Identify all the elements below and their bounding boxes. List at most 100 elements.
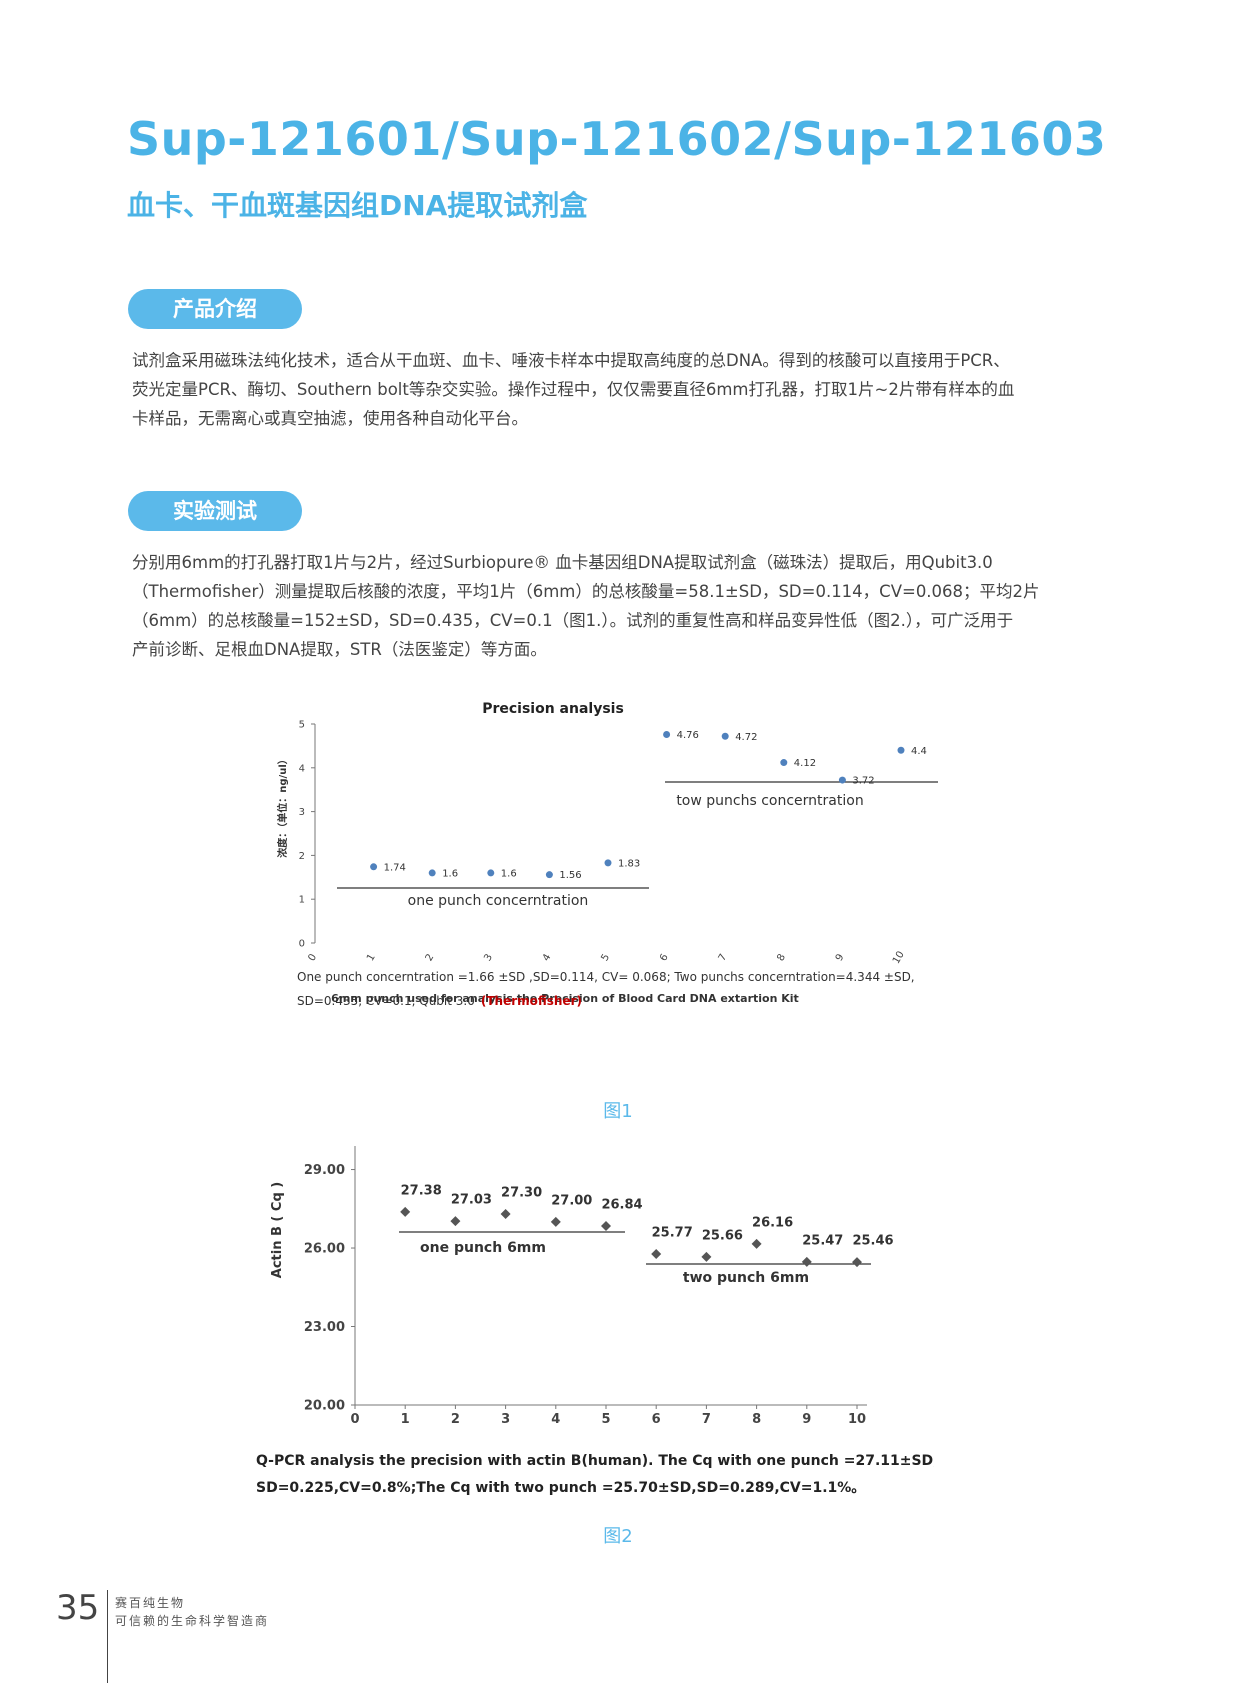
y-tick-label: 23.00 xyxy=(304,1320,345,1335)
data-label: 1.6 xyxy=(442,868,458,879)
x-tick-label: 8 xyxy=(775,952,788,963)
x-tick-label: 8 xyxy=(752,1412,761,1427)
chart: Precision analysis 浓度：（单位：ng/ul） 6mm punch… xyxy=(276,701,938,1008)
x-tick-label: 1 xyxy=(401,1412,410,1427)
data-point xyxy=(721,732,729,740)
text-line: 荧光定量PCR、酶切、Southern bolt等杂交实验。操作过程中，仅仅需要… xyxy=(132,380,1015,399)
data-label: 27.38 xyxy=(401,1183,442,1198)
chart-title: Precision analysis xyxy=(482,701,624,717)
x-tick-label: 10 xyxy=(891,949,907,966)
x-tick-label: 0 xyxy=(350,1412,359,1427)
data-point xyxy=(545,871,553,879)
data-label: 3.72 xyxy=(852,776,874,787)
x-tick-label: 2 xyxy=(424,952,437,963)
y-tick-label: 2 xyxy=(299,851,305,862)
data-label: 27.00 xyxy=(551,1193,592,1208)
data-point xyxy=(701,1251,712,1262)
x-axis-label: 6mm punch used for analysis the Precisio… xyxy=(331,992,799,1005)
note-highlight: (Thermofisher) xyxy=(481,994,582,1008)
x-tick-label: 7 xyxy=(702,1412,711,1427)
data-label: 1.6 xyxy=(501,868,517,879)
x-tick-label: 5 xyxy=(601,1412,610,1427)
text-line: （6mm）的总核酸量=152±SD，SD=0.435，CV=0.1（图1.）。试… xyxy=(132,611,1014,630)
text-line: 产前诊断、足根血DNA提取，STR（法医鉴定）等方面。 xyxy=(132,640,547,659)
data-point xyxy=(400,1206,411,1217)
annotation: one punch 6mm xyxy=(420,1240,546,1256)
section-heading: 产品介绍 xyxy=(128,289,302,329)
paragraph: 试剂盒采用磁珠法纯化技术，适合从干血斑、血卡、唾液卡样本中提取高纯度的总DNA。… xyxy=(132,346,1122,433)
note-text: SD=0.435, CV=0.1, Qubit 3.0 xyxy=(297,994,475,1008)
y-axis-label: 浓度：（单位：ng/ul） xyxy=(276,754,289,857)
data-label: 27.03 xyxy=(451,1193,492,1208)
data-point xyxy=(487,869,495,877)
data-label: 4.12 xyxy=(794,758,816,769)
chart: Actin B ( Cq ) 20.00 23.00 26.00 29.00 0 1 2 3 4 5… xyxy=(256,1146,934,1496)
data-label: 25.66 xyxy=(702,1228,743,1243)
data-label: 1.83 xyxy=(618,858,640,869)
data-point xyxy=(601,1221,611,1232)
y-tick-label: 4 xyxy=(299,763,305,774)
data-label: 25.46 xyxy=(852,1234,893,1249)
data-point xyxy=(780,759,788,767)
y-tick-label: 20.00 xyxy=(304,1399,345,1414)
data-point xyxy=(500,1209,511,1220)
data-label: 27.30 xyxy=(501,1186,542,1201)
section-heading: 实验测试 xyxy=(128,491,302,531)
data-label: 1.74 xyxy=(384,862,406,873)
data-label: 26.16 xyxy=(752,1215,793,1230)
footer-divider xyxy=(107,1590,108,1683)
data-point xyxy=(450,1216,461,1227)
text-line: 试剂盒采用磁珠法纯化技术，适合从干血斑、血卡、唾液卡样本中提取高纯度的总DNA。… xyxy=(132,351,1010,370)
y-tick-label: 26.00 xyxy=(304,1242,345,1257)
y-tick-label: 1 xyxy=(299,895,305,906)
data-point xyxy=(897,746,905,754)
chart-note: SD=0.435, CV=0.1, Qubit 3.0 (Thermofisher… xyxy=(297,994,582,1008)
x-tick-label: 10 xyxy=(848,1412,866,1427)
x-tick-label: 2 xyxy=(451,1412,460,1427)
text-line: （Thermofisher）测量提取后核酸的浓度，平均1片（6mm）的总核酸量=… xyxy=(132,582,1040,601)
subtitle: 血卡、干血斑基因组DNA提取试剂盒 xyxy=(127,189,588,222)
text-line: 卡样品，无需离心或真空抽滤，使用各种自动化平台。 xyxy=(132,409,528,428)
data-label: 25.77 xyxy=(652,1226,693,1241)
x-tick-label: 9 xyxy=(802,1412,811,1427)
x-tick-label: 9 xyxy=(834,952,847,963)
data-point xyxy=(852,1257,862,1268)
x-tick-label: 4 xyxy=(551,1412,560,1427)
data-label: 4.72 xyxy=(735,732,757,743)
y-tick-label: 29.00 xyxy=(304,1163,345,1178)
y-axis-label: Actin B ( Cq ) xyxy=(270,1182,285,1278)
slogan: 可信赖的生命科学智造商 xyxy=(115,1614,270,1628)
paragraph: 分别用6mm的打孔器打取1片与2片，经过Surbiopure® 血卡基因组DNA… xyxy=(132,548,1122,664)
data-point xyxy=(663,731,671,739)
company: 赛百纯生物 xyxy=(115,1596,186,1610)
x-tick-label: 3 xyxy=(482,952,495,963)
annotation: tow punchs concerntration xyxy=(676,793,863,809)
figure-caption: 图2 xyxy=(603,1526,633,1547)
note-text: One punch concerntration =1.66 ±SD ,SD=0… xyxy=(297,970,915,984)
page-number: 35 xyxy=(56,1588,100,1628)
x-tick-label: 6 xyxy=(652,1412,661,1427)
x-tick-label: 0 xyxy=(306,952,319,963)
text-line: 分别用6mm的打孔器打取1片与2片，经过Surbiopure® 血卡基因组DNA… xyxy=(132,553,993,572)
figure-caption: 图1 xyxy=(603,1101,633,1122)
data-point xyxy=(751,1238,762,1249)
title: Sup-121601/Sup-121602/Sup-121603 xyxy=(127,112,1107,166)
y-tick-label: 0 xyxy=(299,939,305,950)
x-tick-label: 5 xyxy=(599,952,612,963)
annotation: two punch 6mm xyxy=(683,1270,809,1286)
data-point xyxy=(550,1216,561,1227)
data-label: 1.56 xyxy=(559,870,581,881)
data-label: 4.76 xyxy=(677,730,699,741)
data-point xyxy=(428,869,436,877)
x-tick-label: 3 xyxy=(501,1412,510,1427)
chart-note: One punch concerntration =1.66 ±SD ,SD=0… xyxy=(297,970,915,984)
x-tick-label: 1 xyxy=(365,952,378,963)
data-label: 25.47 xyxy=(802,1233,843,1248)
data-point xyxy=(370,863,378,871)
x-tick-label: 4 xyxy=(541,952,554,963)
x-tick-label: 7 xyxy=(717,952,730,963)
data-point xyxy=(838,776,846,784)
data-point xyxy=(604,859,612,867)
data-label: 26.84 xyxy=(601,1198,642,1213)
